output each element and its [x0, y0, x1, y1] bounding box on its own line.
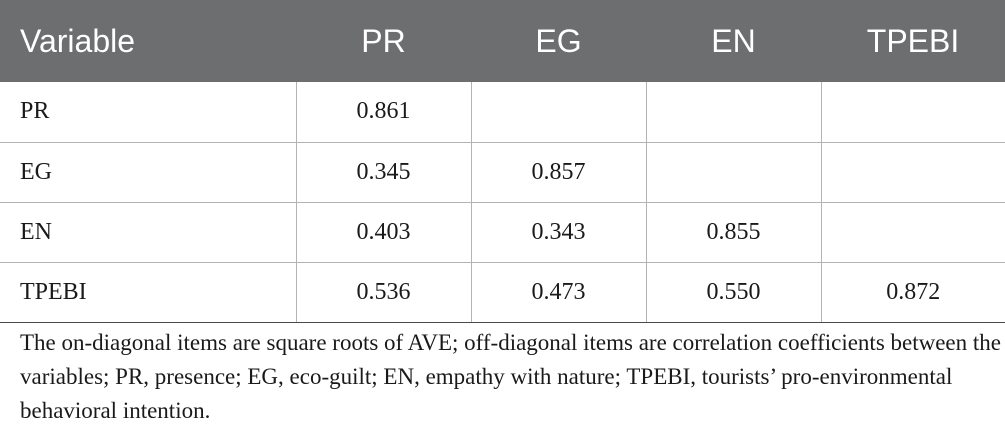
table-cell: 0.403: [296, 202, 472, 263]
table-cell: [646, 142, 822, 203]
header-cell-tpebi: TPEBI: [866, 22, 960, 59]
table-cell: [471, 82, 647, 143]
row-label: EG: [0, 142, 297, 203]
table-cell: 0.855: [646, 202, 822, 263]
table-footnote: The on-diagonal items are square roots o…: [20, 330, 1001, 423]
table-cell: [821, 82, 1005, 143]
table-cell: [821, 142, 1005, 203]
table-cell: 0.473: [471, 262, 647, 323]
table-row: EG 0.345 0.857: [0, 142, 1005, 203]
row-label: PR: [0, 82, 297, 143]
table-header-row: Variable PR EG EN TPEBI: [0, 0, 1005, 82]
table-cell: 0.861: [296, 82, 472, 143]
correlation-table: Variable PR EG EN TPEBI PR 0.861 EG 0.34…: [0, 0, 1005, 323]
row-label: TPEBI: [0, 262, 297, 323]
table-cell: 0.857: [471, 142, 647, 203]
row-label: EN: [0, 202, 297, 263]
table-cell: 0.343: [471, 202, 647, 263]
table-cell: 0.550: [646, 262, 822, 323]
table-row: PR 0.861: [0, 82, 1005, 143]
header-cell-pr: PR: [361, 22, 406, 59]
header-cell-en: EN: [711, 22, 756, 59]
table-row: EN 0.403 0.343 0.855: [0, 202, 1005, 263]
correlation-table-container: Variable PR EG EN TPEBI PR 0.861 EG 0.34…: [0, 0, 1005, 323]
table-cell: 0.345: [296, 142, 472, 203]
header-cell-variable: Variable: [20, 22, 136, 59]
header-cell-eg: EG: [535, 22, 582, 59]
table-cell: 0.872: [821, 262, 1005, 323]
table-row: TPEBI 0.536 0.473 0.550 0.872: [0, 262, 1005, 323]
table-cell: [821, 202, 1005, 263]
table-cell: 0.536: [296, 262, 472, 323]
table-cell: [646, 82, 822, 143]
